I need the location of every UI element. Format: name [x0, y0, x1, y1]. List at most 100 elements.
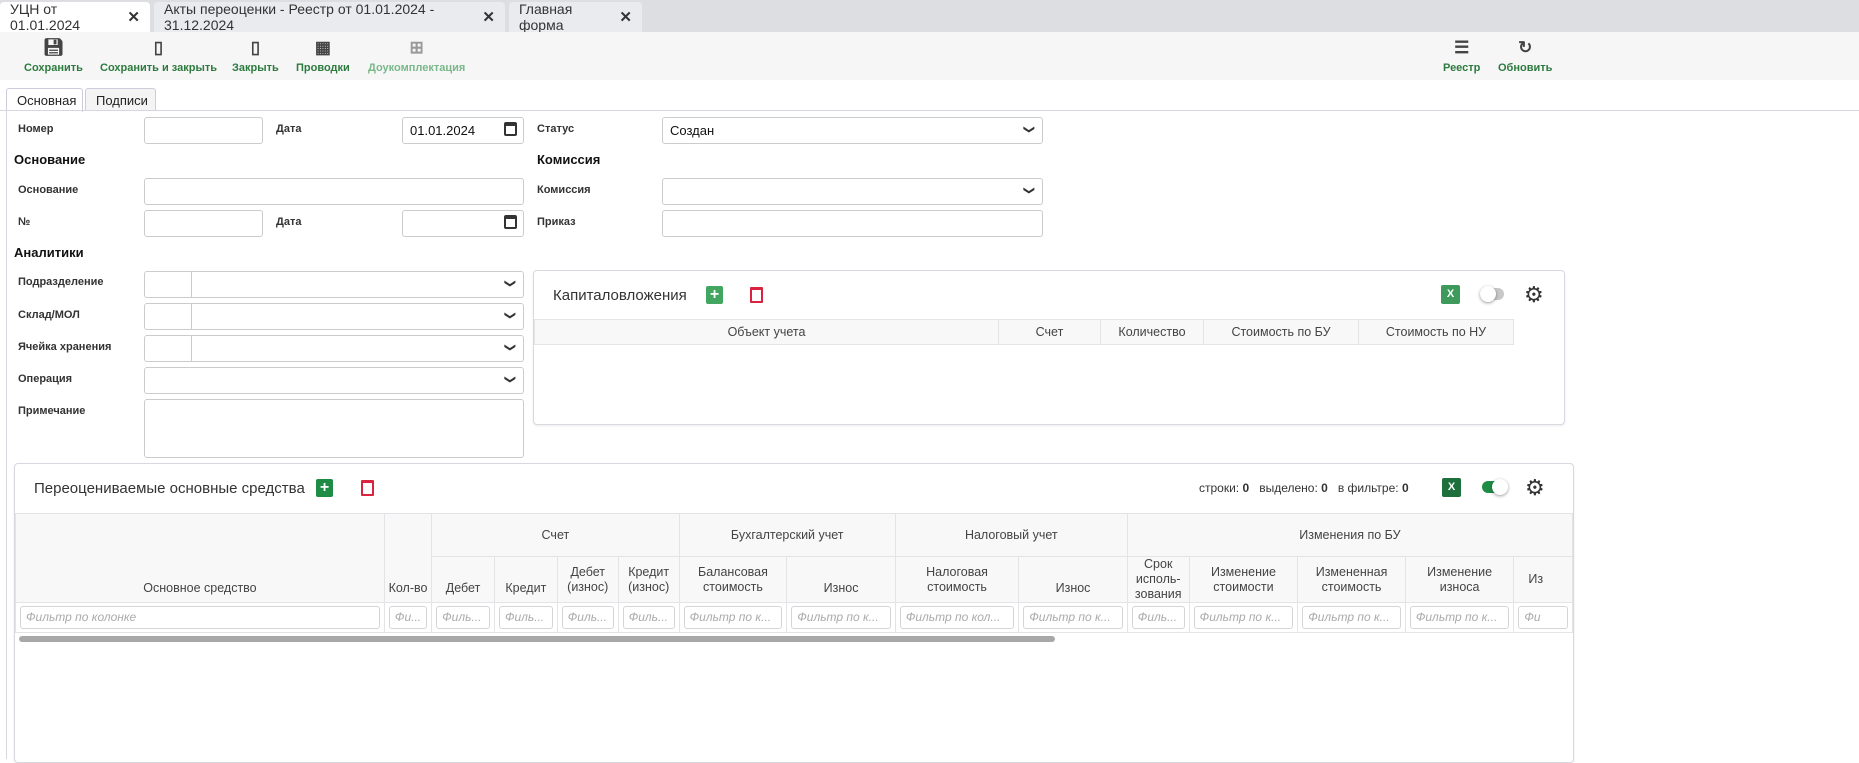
col-header[interactable]: Дебет — [431, 556, 495, 603]
col-header[interactable]: Кредит (износ) — [617, 556, 680, 603]
chevron-down-icon: ❯ — [503, 374, 516, 385]
col-header[interactable]: Изменение износа — [1404, 556, 1515, 603]
column-filter-input[interactable]: Филь... — [561, 606, 614, 629]
gear-icon[interactable]: ⚙ — [1525, 475, 1545, 500]
division-select[interactable]: ❯ — [144, 271, 524, 298]
close-button[interactable]: ▯ Закрыть — [232, 38, 279, 74]
col-header[interactable]: Кол-во — [383, 513, 433, 603]
column-filter-input[interactable]: Фильтр по к... — [683, 606, 783, 629]
col-header[interactable]: Дебет (износ) — [556, 556, 619, 603]
tab-label: Акты переоценки - Реестр от 01.01.2024 -… — [164, 1, 435, 33]
complete-button[interactable]: ⊞ Доукомплектация — [368, 38, 465, 74]
rows-label: строки: — [1199, 481, 1240, 495]
excel-icon[interactable]: X — [1442, 478, 1461, 497]
column-filter-input[interactable]: Фильтр по кол... — [899, 606, 1015, 629]
basis-date-input[interactable] — [402, 210, 524, 237]
column-filter-input[interactable]: Фильтр по к... — [1409, 606, 1510, 629]
basis-input[interactable] — [144, 178, 524, 205]
col-header[interactable]: Основное средство — [15, 513, 385, 603]
close-icon[interactable]: ✕ — [482, 9, 495, 26]
column-filter-input[interactable]: Фи — [1518, 606, 1568, 629]
operation-select[interactable]: ❯ — [144, 367, 524, 394]
assets-panel: Переоцениваемые основные средства + стро… — [14, 463, 1574, 763]
gear-icon[interactable]: ⚙ — [1524, 282, 1544, 307]
division-label: Подразделение — [18, 276, 104, 288]
group-header: Изменения по БУ — [1126, 513, 1573, 557]
col-header[interactable]: Изменение стоимости — [1188, 556, 1299, 603]
column-filter-input[interactable]: Филь... — [622, 606, 675, 629]
selected-label: выделено: — [1259, 481, 1318, 495]
save-close-button[interactable]: ▯ Сохранить и закрыть — [100, 38, 217, 74]
col-header[interactable]: Срок исполь-зования — [1126, 556, 1190, 603]
col-header[interactable]: Балансовая стоимость — [678, 556, 788, 603]
label: Закрыть — [232, 62, 279, 74]
toggle[interactable] — [1482, 479, 1508, 495]
add-button[interactable]: + — [316, 479, 333, 497]
analytics-heading: Аналитики — [14, 245, 84, 260]
col-header[interactable]: Износ — [786, 556, 896, 603]
column-filter-input[interactable]: Фильтр по к... — [1023, 606, 1123, 629]
filter-cell: Фильтр по колонке — [15, 602, 385, 633]
floppy-icon: 💾︎ — [42, 38, 65, 57]
window-tab-registry[interactable]: Акты переоценки - Реестр от 01.01.2024 -… — [154, 1, 505, 33]
note-textarea[interactable] — [144, 399, 524, 458]
cell-select[interactable]: ❯ — [144, 335, 524, 362]
column-filter-input[interactable]: Филь... — [1131, 606, 1185, 629]
column-filter-input[interactable]: Фильтр по колонке — [20, 606, 380, 629]
date-input[interactable]: 01.01.2024 — [402, 117, 524, 144]
col-header[interactable]: Количество — [1100, 319, 1204, 345]
close-icon[interactable]: ✕ — [619, 9, 632, 26]
registry-button[interactable]: ☰ Реестр — [1443, 38, 1480, 74]
filter-cell: Филь... — [617, 602, 680, 633]
toggle[interactable] — [1480, 286, 1504, 302]
door-save-icon: ▯ — [153, 38, 164, 57]
close-icon[interactable]: ✕ — [127, 9, 140, 26]
commission-select[interactable]: ❯ — [662, 178, 1043, 205]
excel-icon[interactable]: X — [1441, 285, 1460, 304]
order-input[interactable] — [662, 210, 1043, 237]
col-header[interactable]: Из — [1513, 556, 1573, 603]
window-tab-uzn[interactable]: УЦН от 01.01.2024 ✕ — [0, 1, 150, 33]
save-button[interactable]: 💾︎ Сохранить — [24, 38, 83, 74]
column-filter-input[interactable]: Филь... — [498, 606, 553, 629]
col-header[interactable]: Объект учета — [534, 319, 999, 345]
number-input[interactable] — [144, 117, 263, 144]
operation-label: Операция — [18, 373, 73, 385]
rows-count: 0 — [1242, 481, 1250, 495]
add-button[interactable]: + — [706, 286, 723, 304]
no-input[interactable] — [144, 210, 263, 237]
door-icon: ▯ — [250, 38, 261, 57]
column-filter-input[interactable]: Фильтр по к... — [1193, 606, 1294, 629]
column-filter-input[interactable]: Филь... — [436, 606, 490, 629]
col-header[interactable]: Счет — [998, 319, 1101, 345]
calendar-icon[interactable] — [504, 215, 517, 229]
window-tab-main[interactable]: Главная форма ✕ — [509, 1, 642, 33]
filter-cell: Фильтр по к... — [678, 602, 788, 633]
basis-date-label: Дата — [276, 216, 302, 228]
tab-signatures[interactable]: Подписи — [85, 88, 156, 111]
col-header[interactable]: Износ — [1018, 556, 1128, 603]
trash-icon[interactable] — [750, 287, 763, 303]
filter-cell: Филь... — [493, 602, 558, 633]
status-select[interactable]: Создан ❯ — [662, 117, 1043, 144]
assets-title: Переоцениваемые основные средства — [34, 480, 305, 497]
tab-main[interactable]: Основная — [6, 88, 83, 112]
calendar-icon[interactable] — [504, 122, 517, 136]
col-header[interactable]: Стоимость по БУ — [1203, 319, 1359, 345]
registry-icon: ☰ — [1454, 38, 1470, 57]
col-header[interactable]: Измененная стоимость — [1297, 556, 1406, 603]
refresh-button[interactable]: ↻ Обновить — [1498, 38, 1552, 74]
column-filter-input[interactable]: Фи... — [388, 606, 428, 629]
col-header[interactable]: Кредит — [493, 556, 558, 603]
trash-icon[interactable] — [361, 480, 374, 496]
col-header[interactable]: Стоимость по НУ — [1358, 319, 1514, 345]
column-filter-input[interactable]: Фильтр по к... — [1302, 606, 1401, 629]
column-filter-input[interactable]: Фильтр по к... — [791, 606, 891, 629]
horizontal-scrollbar[interactable] — [19, 636, 1055, 642]
warehouse-select[interactable]: ❯ — [144, 303, 524, 330]
assets-table: Основное средство Кол-во Счет Бухгалтерс… — [15, 513, 1573, 633]
tab-label: УЦН от 01.01.2024 — [10, 1, 81, 33]
entries-button[interactable]: ▦ Проводки — [296, 38, 350, 74]
col-header[interactable]: Налоговая стоимость — [894, 556, 1020, 603]
group-header: Бухгалтерский учет — [678, 513, 896, 557]
